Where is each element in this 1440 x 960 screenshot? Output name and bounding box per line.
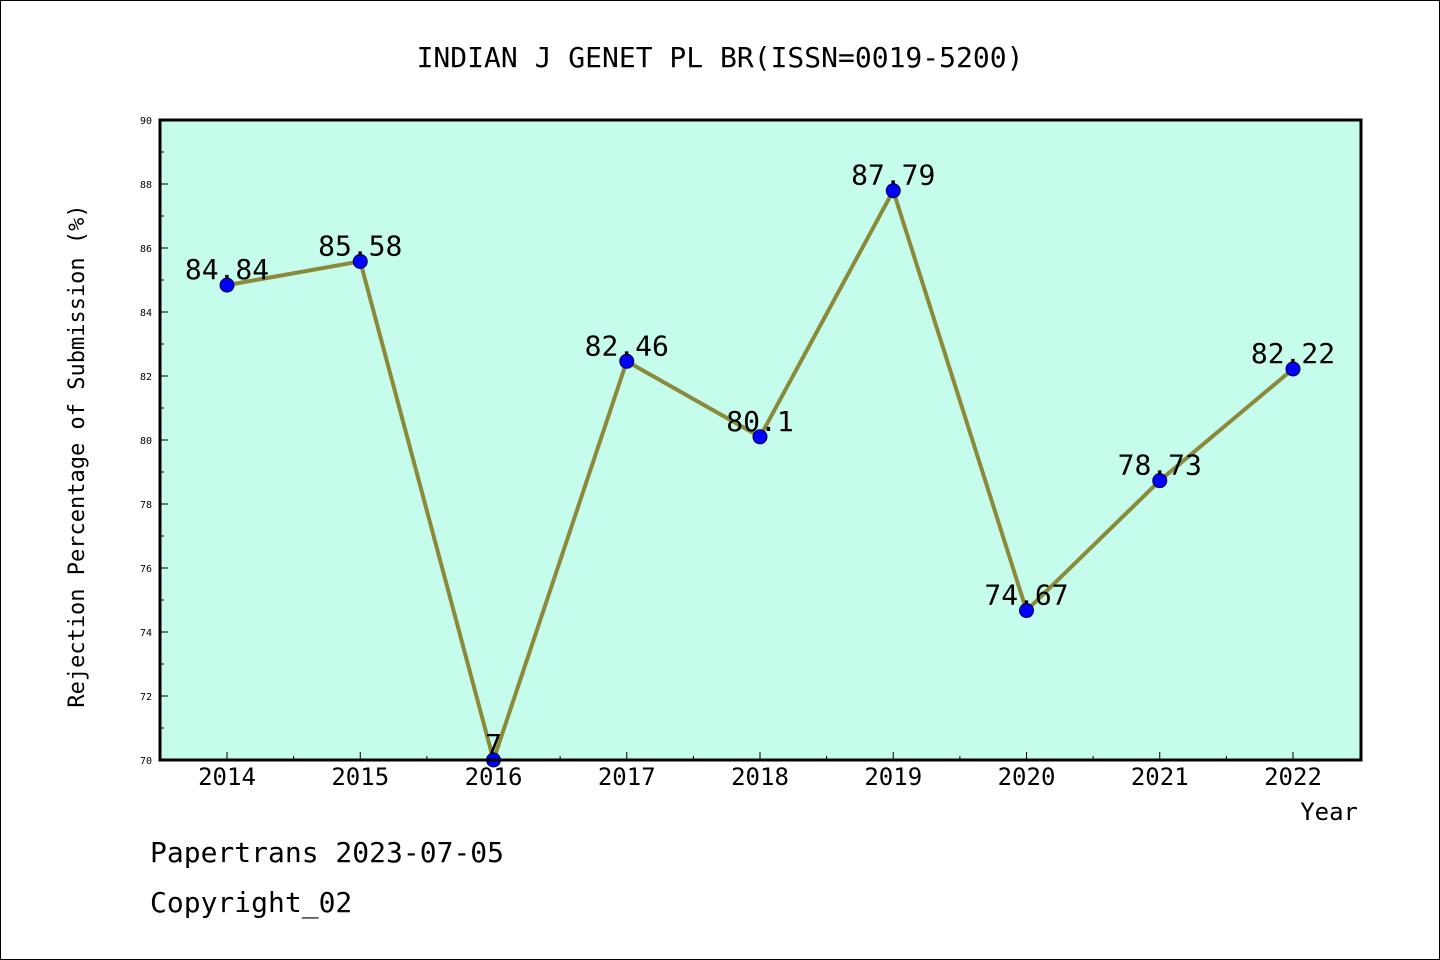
- footer-date-note: Papertrans 2023-07-05: [150, 836, 505, 869]
- x-tick-label-2020: 2020: [998, 763, 1056, 791]
- data-point-2019: [885, 183, 901, 199]
- x-tick-label-2019: 2019: [864, 763, 922, 791]
- y-tick-label-90: 90: [140, 116, 152, 127]
- plot-border: [158, 118, 1363, 762]
- footer-copyright-note: Copyright_02: [150, 886, 353, 919]
- data-label-2016: 7: [485, 728, 502, 761]
- series-line-group: 84.84 85.58 7 82.46 80.1 87.79 74.67 78.73 82.22: [185, 159, 1335, 768]
- y-axis: 70 72 74 76 78 80 82 84 86 88 90: [140, 116, 168, 767]
- data-label-2021: 78.73: [1118, 449, 1202, 482]
- y-tick-label-88: 88: [140, 180, 152, 191]
- y-axis-label: Rejection Percentage of Submission (%): [65, 204, 90, 707]
- y-tick-label-78: 78: [140, 500, 152, 511]
- data-point-2017: [619, 353, 635, 369]
- data-point-2018: [752, 429, 768, 445]
- x-tick-label-2014: 2014: [198, 763, 256, 791]
- data-label-2014: 84.84: [185, 253, 269, 286]
- x-axis-label: Year: [1300, 798, 1358, 826]
- x-tick-label-2017: 2017: [598, 763, 656, 791]
- chart-title: INDIAN J GENET PL BR(ISSN=0019-5200): [417, 41, 1024, 74]
- y-tick-label-72: 72: [140, 692, 152, 703]
- y-tick-label-84: 84: [140, 308, 152, 319]
- y-tick-label-70: 70: [140, 756, 152, 767]
- x-tick-label-2022: 2022: [1264, 763, 1322, 791]
- x-tick-label-2021: 2021: [1131, 763, 1189, 791]
- y-tick-label-74: 74: [140, 628, 152, 639]
- data-label-2015: 85.58: [318, 229, 402, 262]
- data-point-2021: [1152, 473, 1168, 489]
- x-tick-label-2018: 2018: [731, 763, 789, 791]
- y-tick-label-76: 76: [140, 564, 152, 575]
- data-label-2020: 74.67: [984, 579, 1068, 612]
- data-point-2022: [1285, 361, 1301, 377]
- data-label-2019: 87.79: [851, 159, 935, 192]
- data-point-2014: [219, 277, 235, 293]
- data-point-2015: [352, 253, 368, 269]
- x-tick-label-2015: 2015: [331, 763, 389, 791]
- data-label-2022: 82.22: [1251, 337, 1335, 370]
- data-label-2018: 80.1: [726, 405, 793, 438]
- x-axis: 2014 2015 2016 2017 2018 2019 2020 2021 2022: [198, 752, 1322, 791]
- y-tick-label-82: 82: [140, 372, 152, 383]
- x-tick-label-2016: 2016: [465, 763, 523, 791]
- y-tick-label-86: 86: [140, 244, 152, 255]
- y-tick-label-80: 80: [140, 436, 152, 447]
- data-point-2020: [1019, 603, 1034, 619]
- data-label-2017: 82.46: [585, 329, 669, 362]
